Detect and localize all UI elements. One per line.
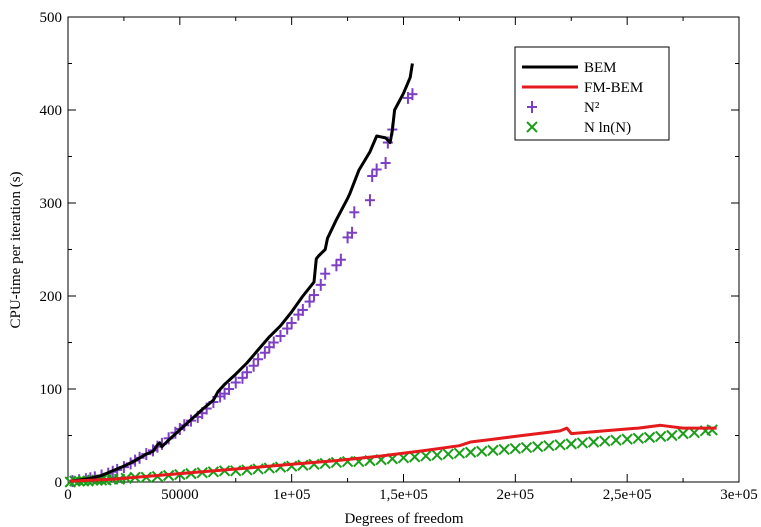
n-ln-n-point (487, 444, 499, 457)
legend-label-n-: N² (584, 100, 600, 116)
n-ln-n-point (565, 438, 577, 450)
n-ln-n-point (643, 431, 656, 444)
n-ln-n-point (476, 445, 488, 458)
n-ln-n-point (706, 424, 718, 436)
y-tick-label: 400 (40, 103, 63, 119)
n-squared-point (364, 194, 375, 207)
n-squared-point (320, 267, 331, 280)
y-axis-title: CPU-time per iteration (s) (8, 171, 24, 328)
legend-box (514, 46, 670, 141)
y-tick-label: 500 (40, 10, 63, 26)
n-ln-n-point (431, 449, 443, 461)
x-tick-label: 1e+05 (273, 487, 311, 503)
n-squared-point (407, 88, 418, 101)
n-squared-point (259, 346, 270, 359)
n-squared-point (282, 322, 293, 335)
y-tick-label: 300 (40, 196, 63, 212)
series-layer (64, 63, 718, 488)
n-ln-n-point (632, 432, 645, 444)
n-ln-n-point (666, 429, 678, 442)
n-squared-point (347, 226, 358, 239)
x-tick-label: 3e+05 (720, 487, 758, 503)
n-squared-point (367, 170, 378, 183)
n-ln-n-point (554, 439, 566, 451)
n-squared-point (304, 295, 315, 308)
n-ln-n-point (509, 442, 522, 455)
legend-label-n-ln-n-: N ln(N) (584, 120, 631, 136)
legend-swatch-n- (527, 101, 537, 113)
x-axis-title: Degrees of freedom (344, 511, 463, 527)
n-ln-n-point (442, 448, 454, 460)
n-ln-n-point (576, 437, 589, 449)
legend-swatch-n-ln-n- (526, 121, 538, 133)
legend-label-bem: BEM (584, 60, 617, 76)
x-axis: 0 50000 1e+05 1,5e+05 2e+05 2,5e+05 3e+05 (64, 17, 758, 503)
y-tick-label: 200 (40, 289, 63, 305)
x-tick-label: 2e+05 (497, 487, 535, 503)
n-ln-n-point (453, 447, 466, 459)
n-squared-point (309, 289, 320, 302)
n-ln-n-point (610, 434, 622, 446)
x-tick-label: 50000 (161, 487, 199, 503)
n-ln-n-point (655, 430, 667, 443)
x-tick-label: 0 (64, 487, 72, 503)
n-squared-point (248, 359, 259, 372)
n-squared-point (224, 383, 235, 395)
n-squared-point (241, 366, 252, 379)
x-tick-label: 1,5e+05 (379, 487, 428, 503)
n-ln-n-point (587, 436, 600, 448)
n-ln-n-point (531, 440, 544, 453)
series-fm-bem-line (70, 423, 717, 483)
legend-label-fm-bem: FM-BEM (584, 80, 643, 96)
n-squared-point (371, 163, 382, 176)
n-ln-n-point (520, 441, 533, 454)
series-bem-line (70, 63, 414, 483)
n-squared-point (275, 329, 286, 342)
n-ln-n-point (464, 446, 477, 458)
n-squared-point (268, 336, 279, 349)
n-ln-n-point (677, 427, 689, 440)
n-squared-point (230, 376, 241, 389)
n-squared-point (331, 259, 342, 272)
n-squared-point (335, 253, 346, 266)
series-n-squared (67, 88, 418, 488)
legend: BEM FM-BEM N² N ln(N) (514, 46, 670, 141)
n-squared-point (253, 353, 264, 366)
y-tick-label: 100 (40, 382, 63, 398)
n-squared-point (380, 157, 391, 170)
n-squared-point (315, 278, 326, 291)
y-axis: 0 100 200 300 400 500 (40, 10, 739, 491)
n-squared-point (297, 303, 308, 316)
y-tick-label: 0 (55, 475, 63, 491)
n-squared-point (286, 316, 297, 329)
n-ln-n-point (543, 440, 555, 452)
x-tick-label: 2,5e+05 (603, 487, 652, 503)
n-ln-n-point (599, 435, 611, 447)
n-squared-point (237, 371, 248, 384)
n-ln-n-point (420, 450, 432, 462)
n-ln-n-point (498, 443, 510, 456)
n-squared-point (349, 206, 360, 219)
n-ln-n-point (621, 433, 633, 445)
